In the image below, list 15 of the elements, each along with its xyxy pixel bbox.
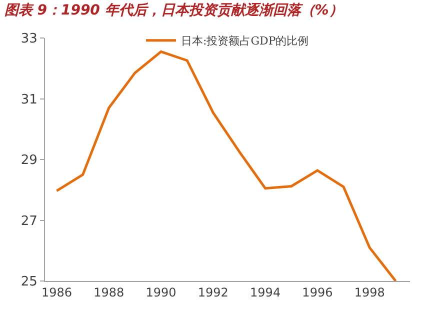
y-tick-label: 29 (20, 153, 38, 168)
x-tick-label: 1998 (354, 285, 385, 300)
chart-title: 图表 9：1990 年代后，日本投资贡献逐渐回落（%） (4, 2, 343, 19)
y-tick-label: 31 (20, 92, 38, 108)
y-tick-label: 27 (20, 214, 38, 229)
y-tick-label: 25 (20, 274, 38, 290)
x-tick-label: 1988 (94, 285, 124, 300)
x-tick-label: 1994 (250, 285, 281, 300)
x-tick-label: 1996 (302, 285, 333, 300)
legend-label: 日本:投资额占GDP的比例 (181, 34, 309, 48)
y-tick-label: 33 (20, 32, 38, 47)
x-tick-label: 1992 (198, 285, 228, 300)
x-tick-label: 1986 (41, 285, 72, 300)
x-tick-label: 1990 (146, 285, 176, 300)
line-series (55, 50, 397, 281)
